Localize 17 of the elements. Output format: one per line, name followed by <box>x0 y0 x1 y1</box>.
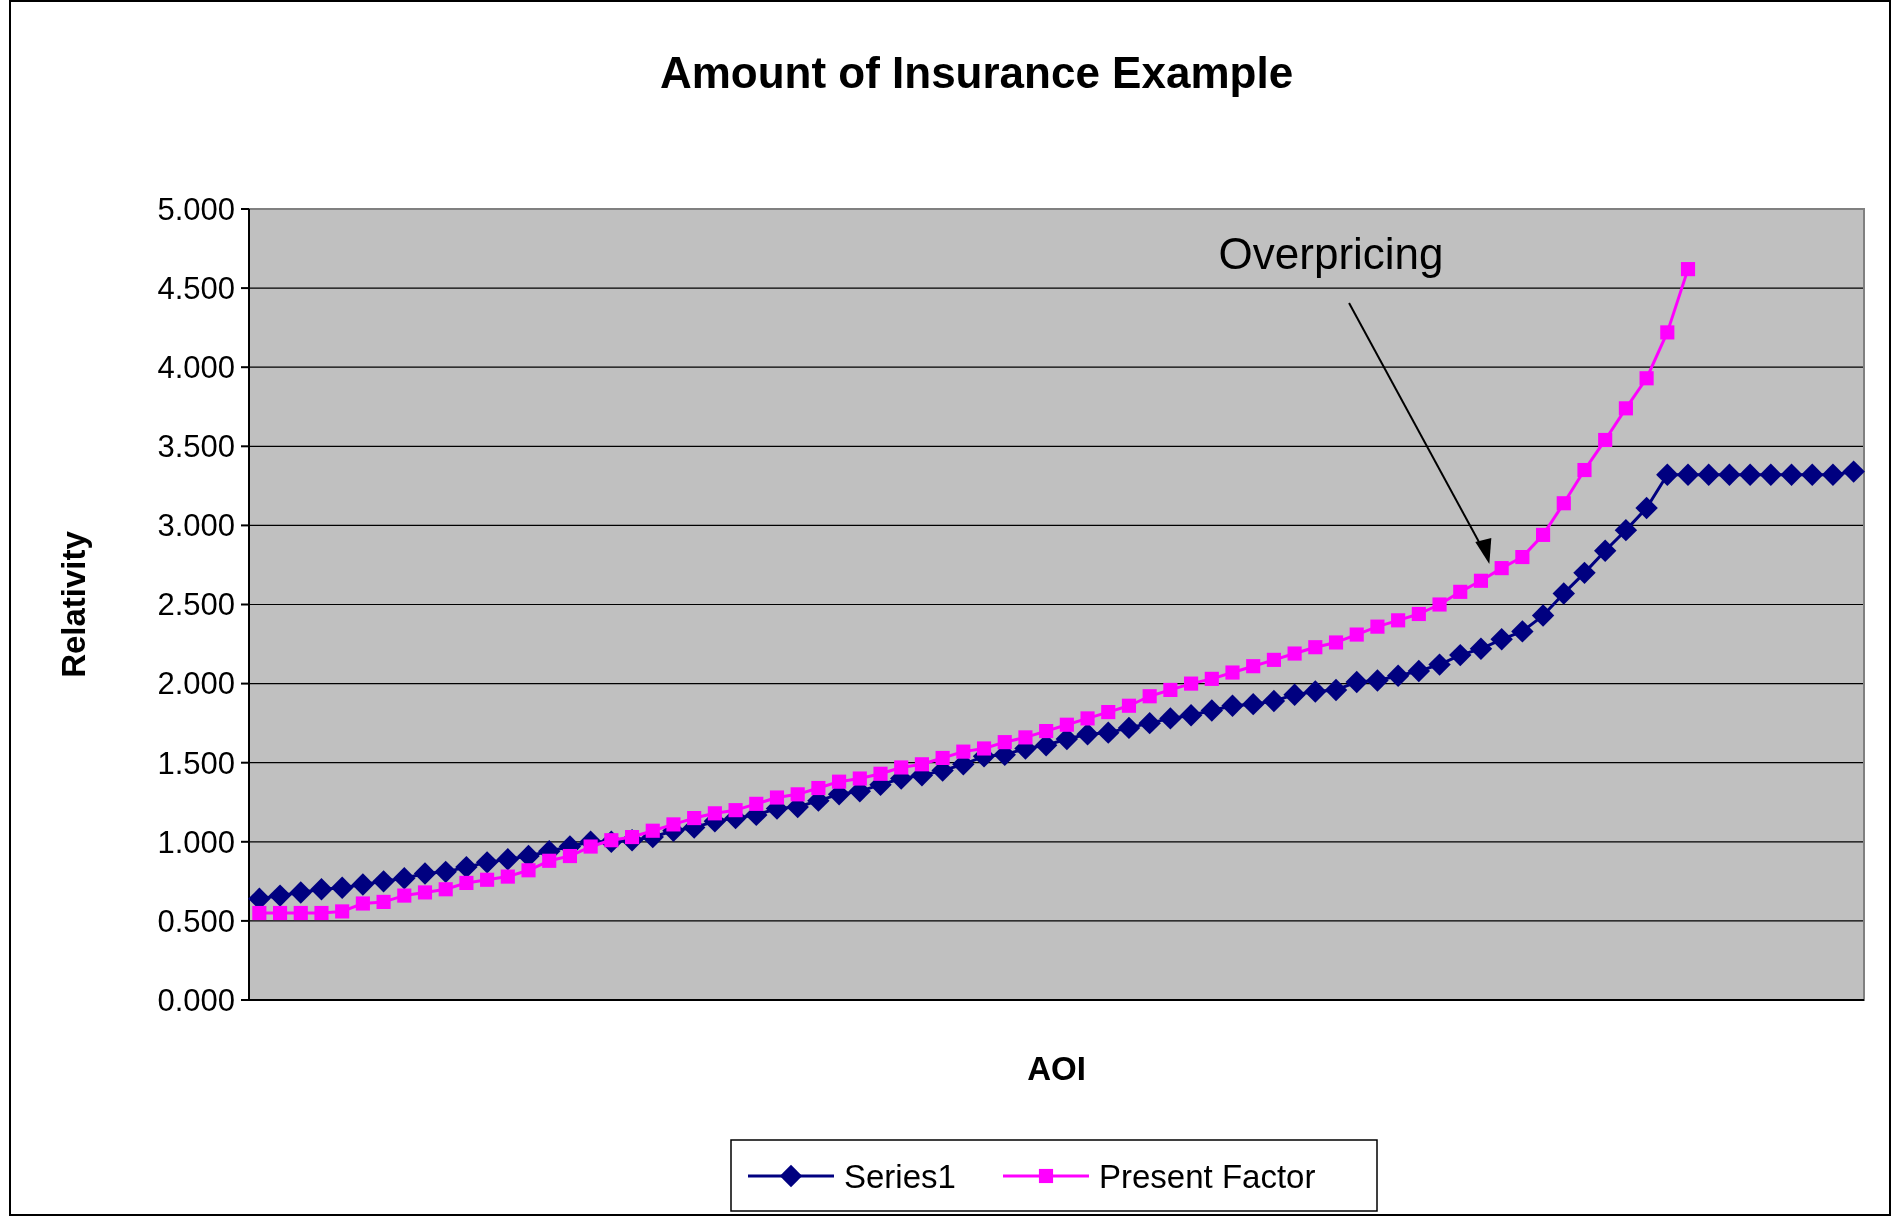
legend-label: Present Factor <box>1099 1157 1316 1195</box>
annotation: Overpricing <box>1218 229 1444 278</box>
y-tick-label: 2.500 <box>157 587 235 623</box>
legend-label: Series1 <box>844 1157 956 1195</box>
y-tick-label: 1.000 <box>157 824 235 860</box>
x-axis-title: AOI <box>1027 1050 1086 1087</box>
y-tick-label: 1.500 <box>157 745 235 781</box>
y-tick-label: 0.500 <box>157 903 235 939</box>
y-tick-label: 2.000 <box>157 666 235 702</box>
y-tick-label: 3.000 <box>157 508 235 544</box>
y-tick-label: 3.500 <box>157 429 235 465</box>
y-tick-label: 0.000 <box>157 982 235 1018</box>
y-axis-title: Relativity <box>55 530 92 678</box>
y-tick-label: 4.500 <box>157 270 235 306</box>
y-tick-label: 5.000 <box>157 191 235 227</box>
y-tick-label: 4.000 <box>157 350 235 386</box>
chart-title: Amount of Insurance Example <box>659 48 1294 97</box>
